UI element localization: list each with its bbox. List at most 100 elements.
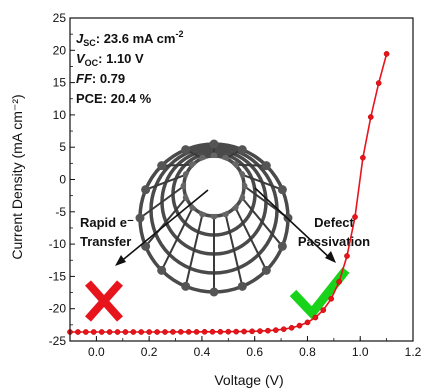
annotation-arrows — [118, 187, 333, 264]
nanotube-bond — [224, 213, 244, 287]
data-point — [383, 51, 390, 57]
data-point — [257, 328, 263, 334]
data-point — [360, 154, 366, 161]
data-point — [288, 324, 295, 331]
data-point — [367, 114, 374, 120]
nanotube-bond — [241, 173, 283, 191]
data-point — [225, 328, 232, 335]
nanotube-atom — [210, 152, 218, 160]
nanotube-atom — [157, 265, 167, 275]
nanotube-bond — [184, 213, 204, 287]
nanotube-atom — [277, 185, 287, 195]
nanotube-hole — [186, 158, 242, 214]
nanotube-atom — [261, 265, 271, 275]
data-point — [344, 253, 350, 259]
x-tick-label: 0.2 — [141, 345, 158, 359]
nanotube-atom — [237, 281, 247, 291]
data-point — [75, 329, 81, 335]
data-point — [336, 278, 342, 285]
data-point — [114, 329, 121, 335]
nanotube-atom — [141, 241, 151, 251]
data-point — [193, 329, 200, 335]
stat-pce: PCE: 20.4 % — [76, 91, 152, 106]
data-point — [82, 329, 89, 335]
y-tick-label: 15 — [53, 76, 67, 90]
series-layer — [67, 51, 390, 335]
data-point — [106, 329, 113, 335]
nanotube-bond — [160, 206, 194, 271]
data-point — [265, 327, 271, 334]
data-point — [217, 328, 224, 335]
data-point — [185, 329, 192, 335]
arrow-head-right-icon — [325, 251, 336, 263]
data-point — [375, 80, 382, 86]
data-point — [170, 329, 176, 335]
annotation-defect-line2: Passivation — [298, 234, 370, 249]
data-point — [233, 328, 240, 335]
data-point — [272, 327, 279, 333]
nanotube-bond — [235, 163, 267, 167]
data-point — [162, 329, 168, 335]
data-point — [154, 329, 160, 335]
nanotube-bond — [144, 196, 188, 247]
x-tick-label: 0.6 — [246, 345, 263, 359]
y-tick-label: 20 — [53, 43, 67, 57]
nanotube-bond — [161, 163, 193, 167]
annotation-rapid-transfer-line2: Transfer — [80, 234, 131, 249]
y-tick-label: -10 — [49, 237, 67, 251]
data-point — [280, 326, 287, 333]
x-tick-label: 0.0 — [88, 345, 105, 359]
carbon-nanotube-illustration — [124, 118, 302, 297]
nanotube-atom — [261, 161, 271, 171]
x-tick-label: 0.4 — [194, 345, 211, 359]
data-point — [320, 307, 327, 313]
nanotube-atom — [181, 281, 191, 291]
data-point — [177, 329, 184, 335]
nanotube-atom — [135, 213, 145, 223]
nanotube-bond — [139, 185, 185, 219]
nanotube-bond — [145, 173, 187, 191]
y-tick-label: -15 — [49, 269, 67, 283]
nanotube-atom — [237, 145, 247, 155]
nanotube-atom — [157, 161, 167, 171]
data-point — [130, 329, 137, 335]
y-tick-label: 5 — [59, 140, 66, 154]
arrow-head-left-icon — [115, 255, 126, 266]
green-check-icon — [289, 267, 350, 320]
data-point — [352, 214, 358, 220]
nanotube-atom — [209, 287, 219, 297]
nanotube-atom — [210, 212, 218, 220]
nanotube-bond — [234, 206, 268, 271]
data-point — [209, 328, 216, 335]
x-tick-label: 0.8 — [299, 345, 316, 359]
y-tick-label: 25 — [53, 11, 67, 25]
data-point — [328, 295, 335, 302]
y-tick-label: -25 — [49, 334, 67, 348]
nanotube-bond — [240, 196, 284, 247]
stat-voc: VOC: 1.10 V — [76, 51, 144, 68]
stat-jsc: JSC: 23.6 mA cm-2 — [76, 29, 184, 48]
data-point — [249, 328, 255, 335]
x-tick-label: 1.0 — [352, 345, 369, 359]
y-tick-label: 0 — [59, 173, 66, 187]
data-point — [122, 329, 129, 335]
nanotube-atom — [181, 145, 191, 155]
data-point — [312, 314, 319, 321]
x-tick-label: 1.2 — [405, 345, 422, 359]
data-point — [138, 329, 145, 335]
nanotube-atom — [180, 182, 188, 190]
data-point — [90, 329, 97, 335]
data-point — [304, 319, 311, 326]
x-axis-label: Voltage (V) — [214, 372, 283, 388]
axes-layer: 0.0 0.2 0.4 0.6 0.8 1.0 1.2 25 20 15 10 5 0 -5 -10 -15 -… — [49, 11, 422, 359]
y-axis-label: Current Density (mA cm⁻²) — [9, 94, 25, 259]
data-point — [201, 328, 208, 335]
annotation-defect-line1: Defect — [314, 215, 354, 230]
nanotube-atom — [209, 139, 219, 149]
nanotube-atom — [277, 241, 287, 251]
y-tick-label: -20 — [49, 302, 67, 316]
red-cross-icon — [85, 280, 123, 322]
annotation-rapid-transfer-line1: Rapid e⁻ — [80, 215, 134, 230]
nanotube-atom — [141, 185, 151, 195]
